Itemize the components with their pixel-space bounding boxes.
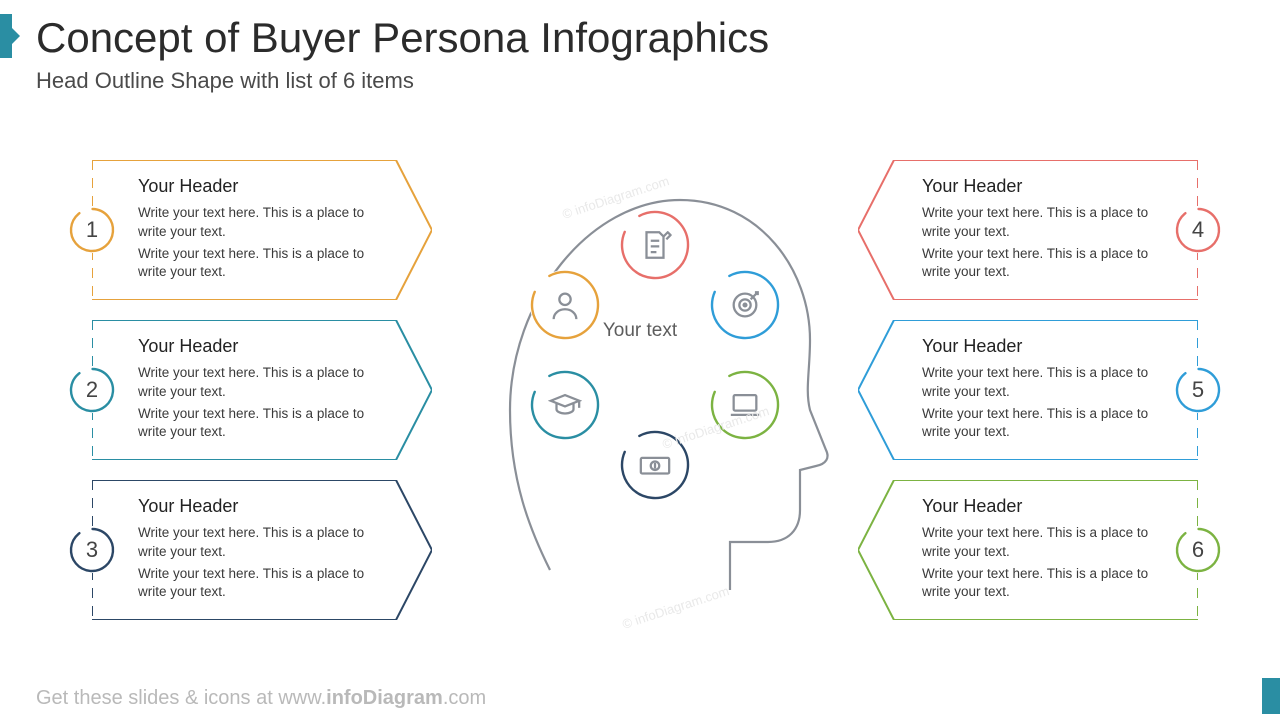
item-1-content: Your Header Write your text here. This i…	[138, 174, 368, 285]
item-4: 4 Your Header Write your text here. This…	[858, 160, 1198, 300]
center-label: Your text	[590, 320, 690, 342]
item-3-content: Your Header Write your text here. This i…	[138, 494, 368, 605]
head-outline: Your text	[470, 150, 830, 620]
item-2: 2 Your Header Write your text here. This…	[92, 320, 432, 460]
item-2-line2: Write your text here. This is a place to…	[138, 405, 368, 441]
bubble-cap-icon	[530, 370, 600, 440]
item-2-content: Your Header Write your text here. This i…	[138, 334, 368, 445]
item-4-line1: Write your text here. This is a place to…	[922, 204, 1152, 240]
item-6-content: Your Header Write your text here. This i…	[922, 494, 1152, 605]
item-3: 3 Your Header Write your text here. This…	[92, 480, 432, 620]
item-2-line1: Write your text here. This is a place to…	[138, 364, 368, 400]
item-4-content: Your Header Write your text here. This i…	[922, 174, 1152, 285]
accent-left	[0, 14, 12, 58]
item-5-number: 5	[1175, 367, 1221, 413]
item-1-line1: Write your text here. This is a place to…	[138, 204, 368, 240]
item-4-number: 4	[1175, 207, 1221, 253]
item-2-number: 2	[69, 367, 115, 413]
footer-attribution: Get these slides & icons at www.infoDiag…	[36, 687, 486, 710]
item-3-header: Your Header	[138, 494, 368, 518]
bubble-laptop-icon	[710, 370, 780, 440]
page-title: Concept of Buyer Persona Infographics	[36, 14, 769, 62]
item-6-line1: Write your text here. This is a place to…	[922, 524, 1152, 560]
item-3-line1: Write your text here. This is a place to…	[138, 524, 368, 560]
item-5-header: Your Header	[922, 334, 1152, 358]
item-5: 5 Your Header Write your text here. This…	[858, 320, 1198, 460]
bubble-money-icon	[620, 430, 690, 500]
page-subtitle: Head Outline Shape with list of 6 items	[36, 68, 414, 94]
footer-suffix: .com	[443, 687, 486, 709]
item-5-content: Your Header Write your text here. This i…	[922, 334, 1152, 445]
item-4-line2: Write your text here. This is a place to…	[922, 245, 1152, 281]
bubble-person-icon	[530, 270, 600, 340]
item-6: 6 Your Header Write your text here. This…	[858, 480, 1198, 620]
item-5-line1: Write your text here. This is a place to…	[922, 364, 1152, 400]
item-1: 1 Your Header Write your text here. This…	[92, 160, 432, 300]
item-1-line2: Write your text here. This is a place to…	[138, 245, 368, 281]
accent-right	[1262, 678, 1280, 714]
item-6-line2: Write your text here. This is a place to…	[922, 565, 1152, 601]
item-3-number: 3	[69, 527, 115, 573]
bubble-doc-icon	[620, 210, 690, 280]
item-5-line2: Write your text here. This is a place to…	[922, 405, 1152, 441]
item-1-number: 1	[69, 207, 115, 253]
footer-bold: infoDiagram	[326, 687, 443, 709]
item-3-line2: Write your text here. This is a place to…	[138, 565, 368, 601]
footer-prefix: Get these slides & icons at www.	[36, 687, 326, 709]
item-2-header: Your Header	[138, 334, 368, 358]
item-4-header: Your Header	[922, 174, 1152, 198]
bubble-target-icon	[710, 270, 780, 340]
item-6-header: Your Header	[922, 494, 1152, 518]
item-1-header: Your Header	[138, 174, 368, 198]
item-6-number: 6	[1175, 527, 1221, 573]
